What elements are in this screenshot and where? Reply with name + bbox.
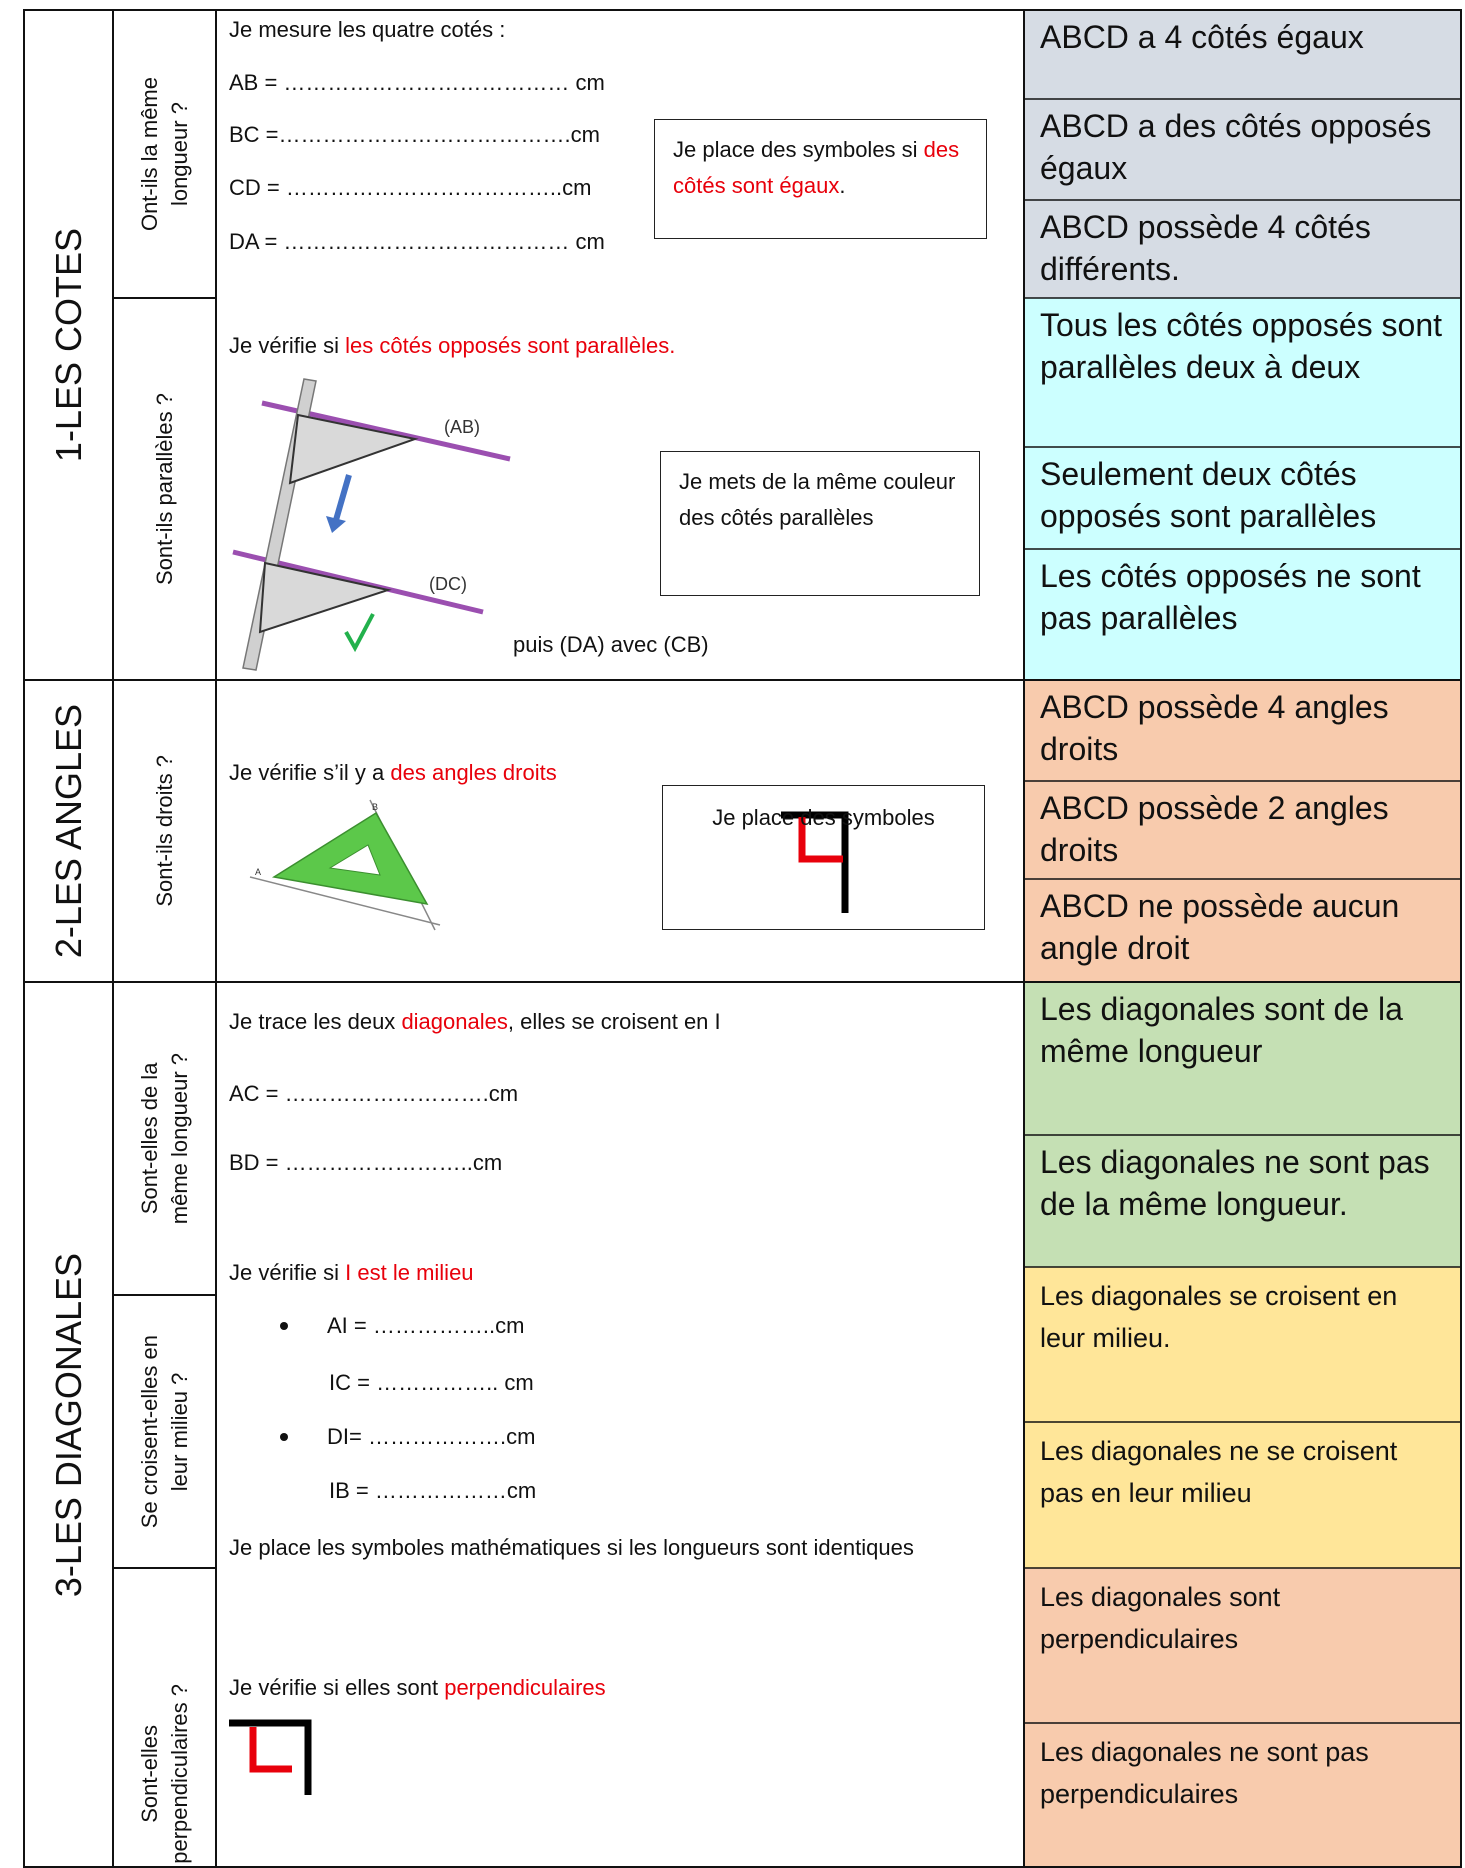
option: Les diagonales ne se croisent pas en leu… bbox=[1024, 1422, 1461, 1568]
section-title-cell: 2-LES ANGLES bbox=[24, 680, 113, 982]
parallel-figure bbox=[232, 378, 511, 671]
question-line: Sont-elles bbox=[136, 1725, 162, 1824]
text: Je vérifie si bbox=[229, 333, 346, 358]
question: Sont-elles perpendiculaires ? bbox=[135, 1684, 195, 1864]
option: ABCD a 4 côtés égaux bbox=[1024, 10, 1461, 99]
question: Sont-elles de la même longueur ? bbox=[135, 1053, 195, 1224]
measure-line: IC = …………….. cm bbox=[329, 1370, 534, 1395]
option: ABCD possède 4 côtés différents. bbox=[1024, 200, 1461, 298]
instruction: Je vérifie si I est le milieu bbox=[229, 1259, 474, 1287]
option: Seulement deux côtés opposés sont parall… bbox=[1024, 447, 1461, 549]
instruction: Je trace les deux diagonales, elles se c… bbox=[229, 1008, 721, 1036]
instruction-box: Je place des symboles si des côtés sont … bbox=[654, 119, 987, 239]
option: ABCD a des côtés opposés égaux bbox=[1024, 99, 1461, 200]
option: Les diagonales se croisent en leur milie… bbox=[1024, 1267, 1461, 1422]
bullet bbox=[280, 1433, 288, 1441]
instruction: Je vérifie si elles sont perpendiculaire… bbox=[229, 1674, 606, 1702]
figure-label: (DC) bbox=[429, 574, 467, 594]
text: Je vérifie s’il y a bbox=[229, 760, 391, 785]
option: ABCD possède 2 angles droits bbox=[1024, 781, 1461, 879]
measure-line: BC =………………………………….cm bbox=[229, 122, 600, 147]
instruction: Je mesure les quatre cotés : bbox=[229, 17, 506, 42]
question-line: Ont-ils la même bbox=[136, 76, 162, 232]
section-title: 1-LES COTES bbox=[47, 227, 89, 463]
option: Les diagonales sont de la même longueur bbox=[1024, 982, 1461, 1135]
question-line: longueur ? bbox=[166, 102, 192, 206]
highlight: perpendiculaires bbox=[444, 1675, 606, 1700]
option: ABCD ne possède aucun angle droit bbox=[1024, 879, 1461, 982]
figure-label: B bbox=[372, 802, 378, 812]
measure-line: DI= ……………….cm bbox=[327, 1424, 536, 1449]
measure-line: CD = ………………………………..cm bbox=[229, 175, 592, 200]
question-line: Se croisent-elles en bbox=[136, 1334, 162, 1529]
instruction: Je vérifie si les côtés opposés sont par… bbox=[229, 332, 675, 360]
highlight: I est le milieu bbox=[345, 1260, 474, 1285]
question-line: Sont-elles de la bbox=[136, 1062, 162, 1215]
section-title: 3-LES DIAGONALES bbox=[47, 1252, 89, 1598]
question-line: perpendiculaires ? bbox=[166, 1684, 192, 1864]
right-angle-symbol bbox=[229, 1719, 312, 1795]
measure-line: BD = ……………………..cm bbox=[229, 1150, 503, 1175]
question: Ont-ils la même longueur ? bbox=[135, 77, 195, 231]
measure-line: AC = ……………………….cm bbox=[229, 1081, 519, 1106]
highlight: diagonales bbox=[401, 1009, 508, 1034]
figure-label: A bbox=[255, 867, 261, 877]
text: Je vérifie si elles sont bbox=[229, 1675, 445, 1700]
text: Je place des symboles si bbox=[673, 137, 924, 162]
option: Les diagonales sont perpendiculaires bbox=[1024, 1568, 1461, 1723]
text: Je trace les deux bbox=[229, 1009, 402, 1034]
question-cell: Ont-ils la même longueur ? bbox=[113, 10, 216, 298]
option: Les côtés opposés ne sont pas parallèles bbox=[1024, 549, 1461, 680]
question: Sont-ils parallèles ? bbox=[151, 393, 177, 585]
section-title: 2-LES ANGLES bbox=[47, 703, 89, 959]
instruction-box: Je place des symboles bbox=[662, 785, 985, 930]
measure-line: DA = ………………………………… cm bbox=[229, 229, 605, 254]
instruction: Je place les symboles mathématiques si l… bbox=[229, 1535, 914, 1560]
text: Je vérifie si bbox=[229, 1260, 346, 1285]
table-grid bbox=[23, 9, 1462, 1868]
note: puis (DA) avec (CB) bbox=[513, 632, 709, 657]
measure-line: AB = ………………………………… cm bbox=[229, 70, 605, 95]
question-cell: Se croisent-elles en leur milieu ? bbox=[113, 1295, 216, 1568]
question-cell: Sont-ils parallèles ? bbox=[113, 298, 216, 680]
instruction-box: Je mets de la même couleur des côtés par… bbox=[660, 451, 980, 596]
section-title-cell: 1-LES COTES bbox=[24, 10, 113, 680]
question-line: même longueur ? bbox=[166, 1052, 192, 1225]
measure-line: AI = ……………..cm bbox=[327, 1313, 525, 1338]
text: . bbox=[839, 173, 846, 198]
text: Je place des symboles bbox=[712, 805, 935, 830]
option: Les diagonales ne sont pas perpendiculai… bbox=[1024, 1723, 1461, 1868]
option: Tous les côtés opposés sont parallèles d… bbox=[1024, 298, 1461, 447]
question-cell: Sont-elles perpendiculaires ? bbox=[113, 1568, 216, 1868]
option: ABCD possède 4 angles droits bbox=[1024, 680, 1461, 781]
question: Se croisent-elles en leur milieu ? bbox=[135, 1335, 195, 1528]
highlight: des côtés sont égaux bbox=[673, 137, 960, 198]
question-cell: Sont-elles de la même longueur ? bbox=[113, 982, 216, 1295]
bullet bbox=[280, 1322, 288, 1330]
option: Les diagonales ne sont pas de la même lo… bbox=[1024, 1135, 1461, 1267]
highlight: des angles droits bbox=[390, 760, 557, 785]
angle-figure bbox=[249, 799, 441, 931]
figure-label: (AB) bbox=[444, 417, 480, 437]
right-angle-symbol bbox=[781, 811, 849, 913]
text: , elles se croisent en I bbox=[507, 1009, 721, 1034]
question-line: leur milieu ? bbox=[166, 1372, 192, 1491]
highlight: les côtés opposés sont parallèles. bbox=[345, 333, 676, 358]
instruction: Je vérifie s’il y a des angles droits bbox=[229, 759, 557, 787]
measure-line: IB = ………………cm bbox=[329, 1478, 537, 1503]
question: Sont-ils droits ? bbox=[151, 755, 177, 907]
question-cell: Sont-ils droits ? bbox=[113, 680, 216, 982]
section-title-cell: 3-LES DIAGONALES bbox=[24, 982, 113, 1868]
